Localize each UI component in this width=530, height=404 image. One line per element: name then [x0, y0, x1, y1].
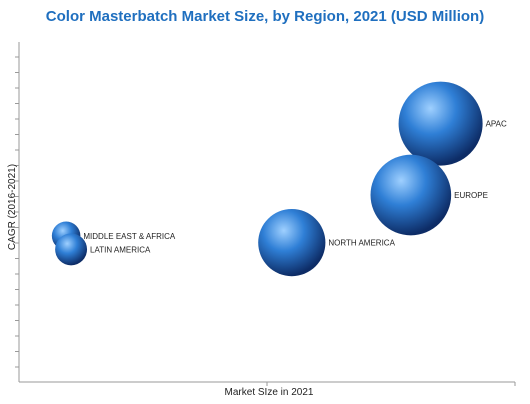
bubble-apac: [398, 81, 483, 166]
bubble-label-middle-east-africa: MIDDLE EAST & AFRICA: [83, 232, 176, 241]
y-axis-label: CAGR (2016-2021): [7, 164, 18, 250]
bubble-label-europe: EUROPE: [454, 191, 488, 200]
bubble-label-apac: APAC: [486, 120, 507, 129]
bubble-latin-america: [55, 233, 88, 266]
bubble-north-america: [258, 209, 326, 277]
y-axis-ticks: [15, 56, 19, 368]
bubbles: APAC EUROPE NORTH AMERICA MIDDLE EAST & AFR…: [51, 81, 507, 277]
bubble-label-north-america: NORTH AMERICA: [328, 239, 395, 248]
chart-title: Color Masterbatch Market Size, by Region…: [45, 8, 485, 25]
bubble-label-latin-america: LATIN AMERICA: [90, 245, 151, 254]
x-axis-ticks: [266, 382, 516, 386]
x-axis-label: Market SIze in 2021: [225, 387, 314, 398]
bubble-europe: [370, 154, 452, 236]
